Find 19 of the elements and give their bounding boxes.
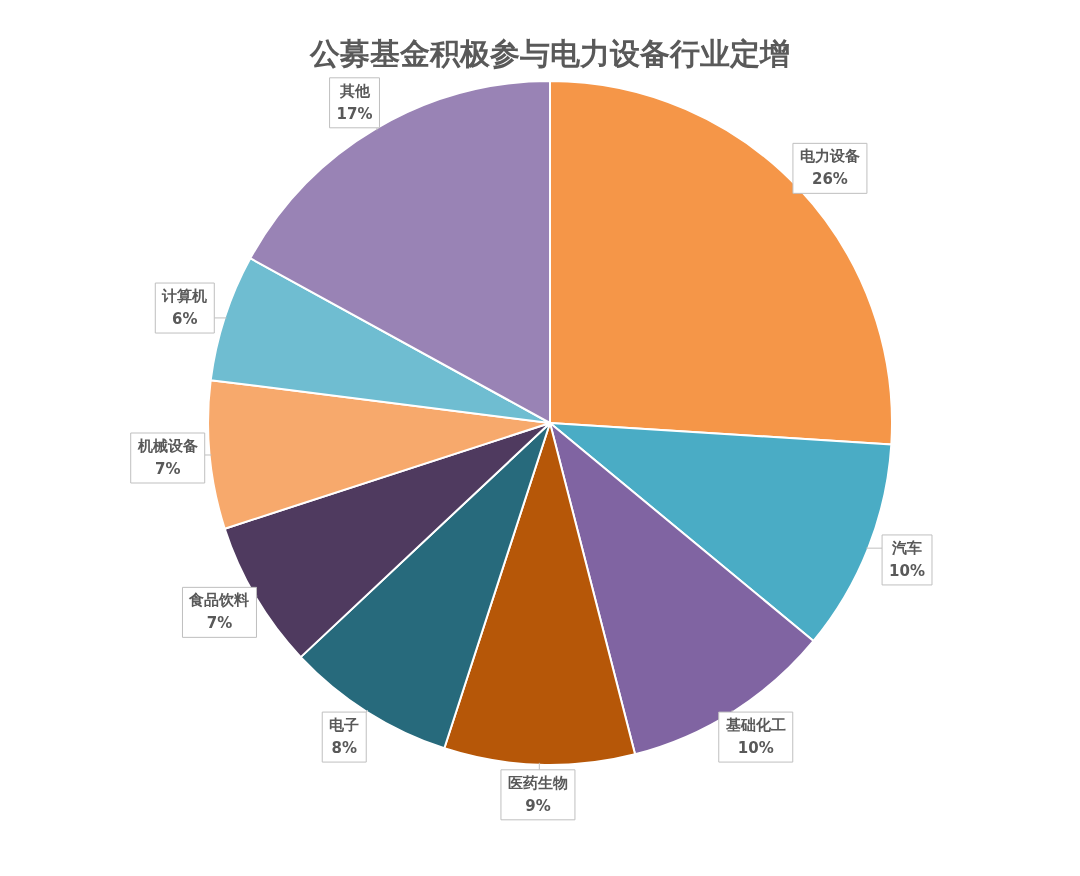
chart-title: 公募基金积极参与电力设备行业定增 <box>309 35 790 71</box>
data-label: 8% <box>331 738 357 757</box>
slice-label: 机械设备 <box>136 436 198 455</box>
data-label: 7% <box>206 614 233 633</box>
data-label: 7% <box>154 459 181 478</box>
data-label: 26% <box>811 170 848 189</box>
data-label: 10% <box>737 738 774 757</box>
slice-label: 医药生物 <box>507 773 568 792</box>
data-label: 10% <box>889 561 925 580</box>
slice-label: 其他 <box>338 81 371 100</box>
data-label: 6% <box>172 309 198 328</box>
slice-label: 汽车 <box>891 538 923 557</box>
slice-label: 计算机 <box>161 286 208 305</box>
slice-label: 基础化工 <box>724 715 786 734</box>
data-label: 9% <box>525 796 551 815</box>
data-label: 17% <box>336 104 373 123</box>
slice-label: 食品饮料 <box>188 591 250 610</box>
slice-label: 电子 <box>329 715 360 734</box>
slice-label: 电力设备 <box>799 147 860 166</box>
